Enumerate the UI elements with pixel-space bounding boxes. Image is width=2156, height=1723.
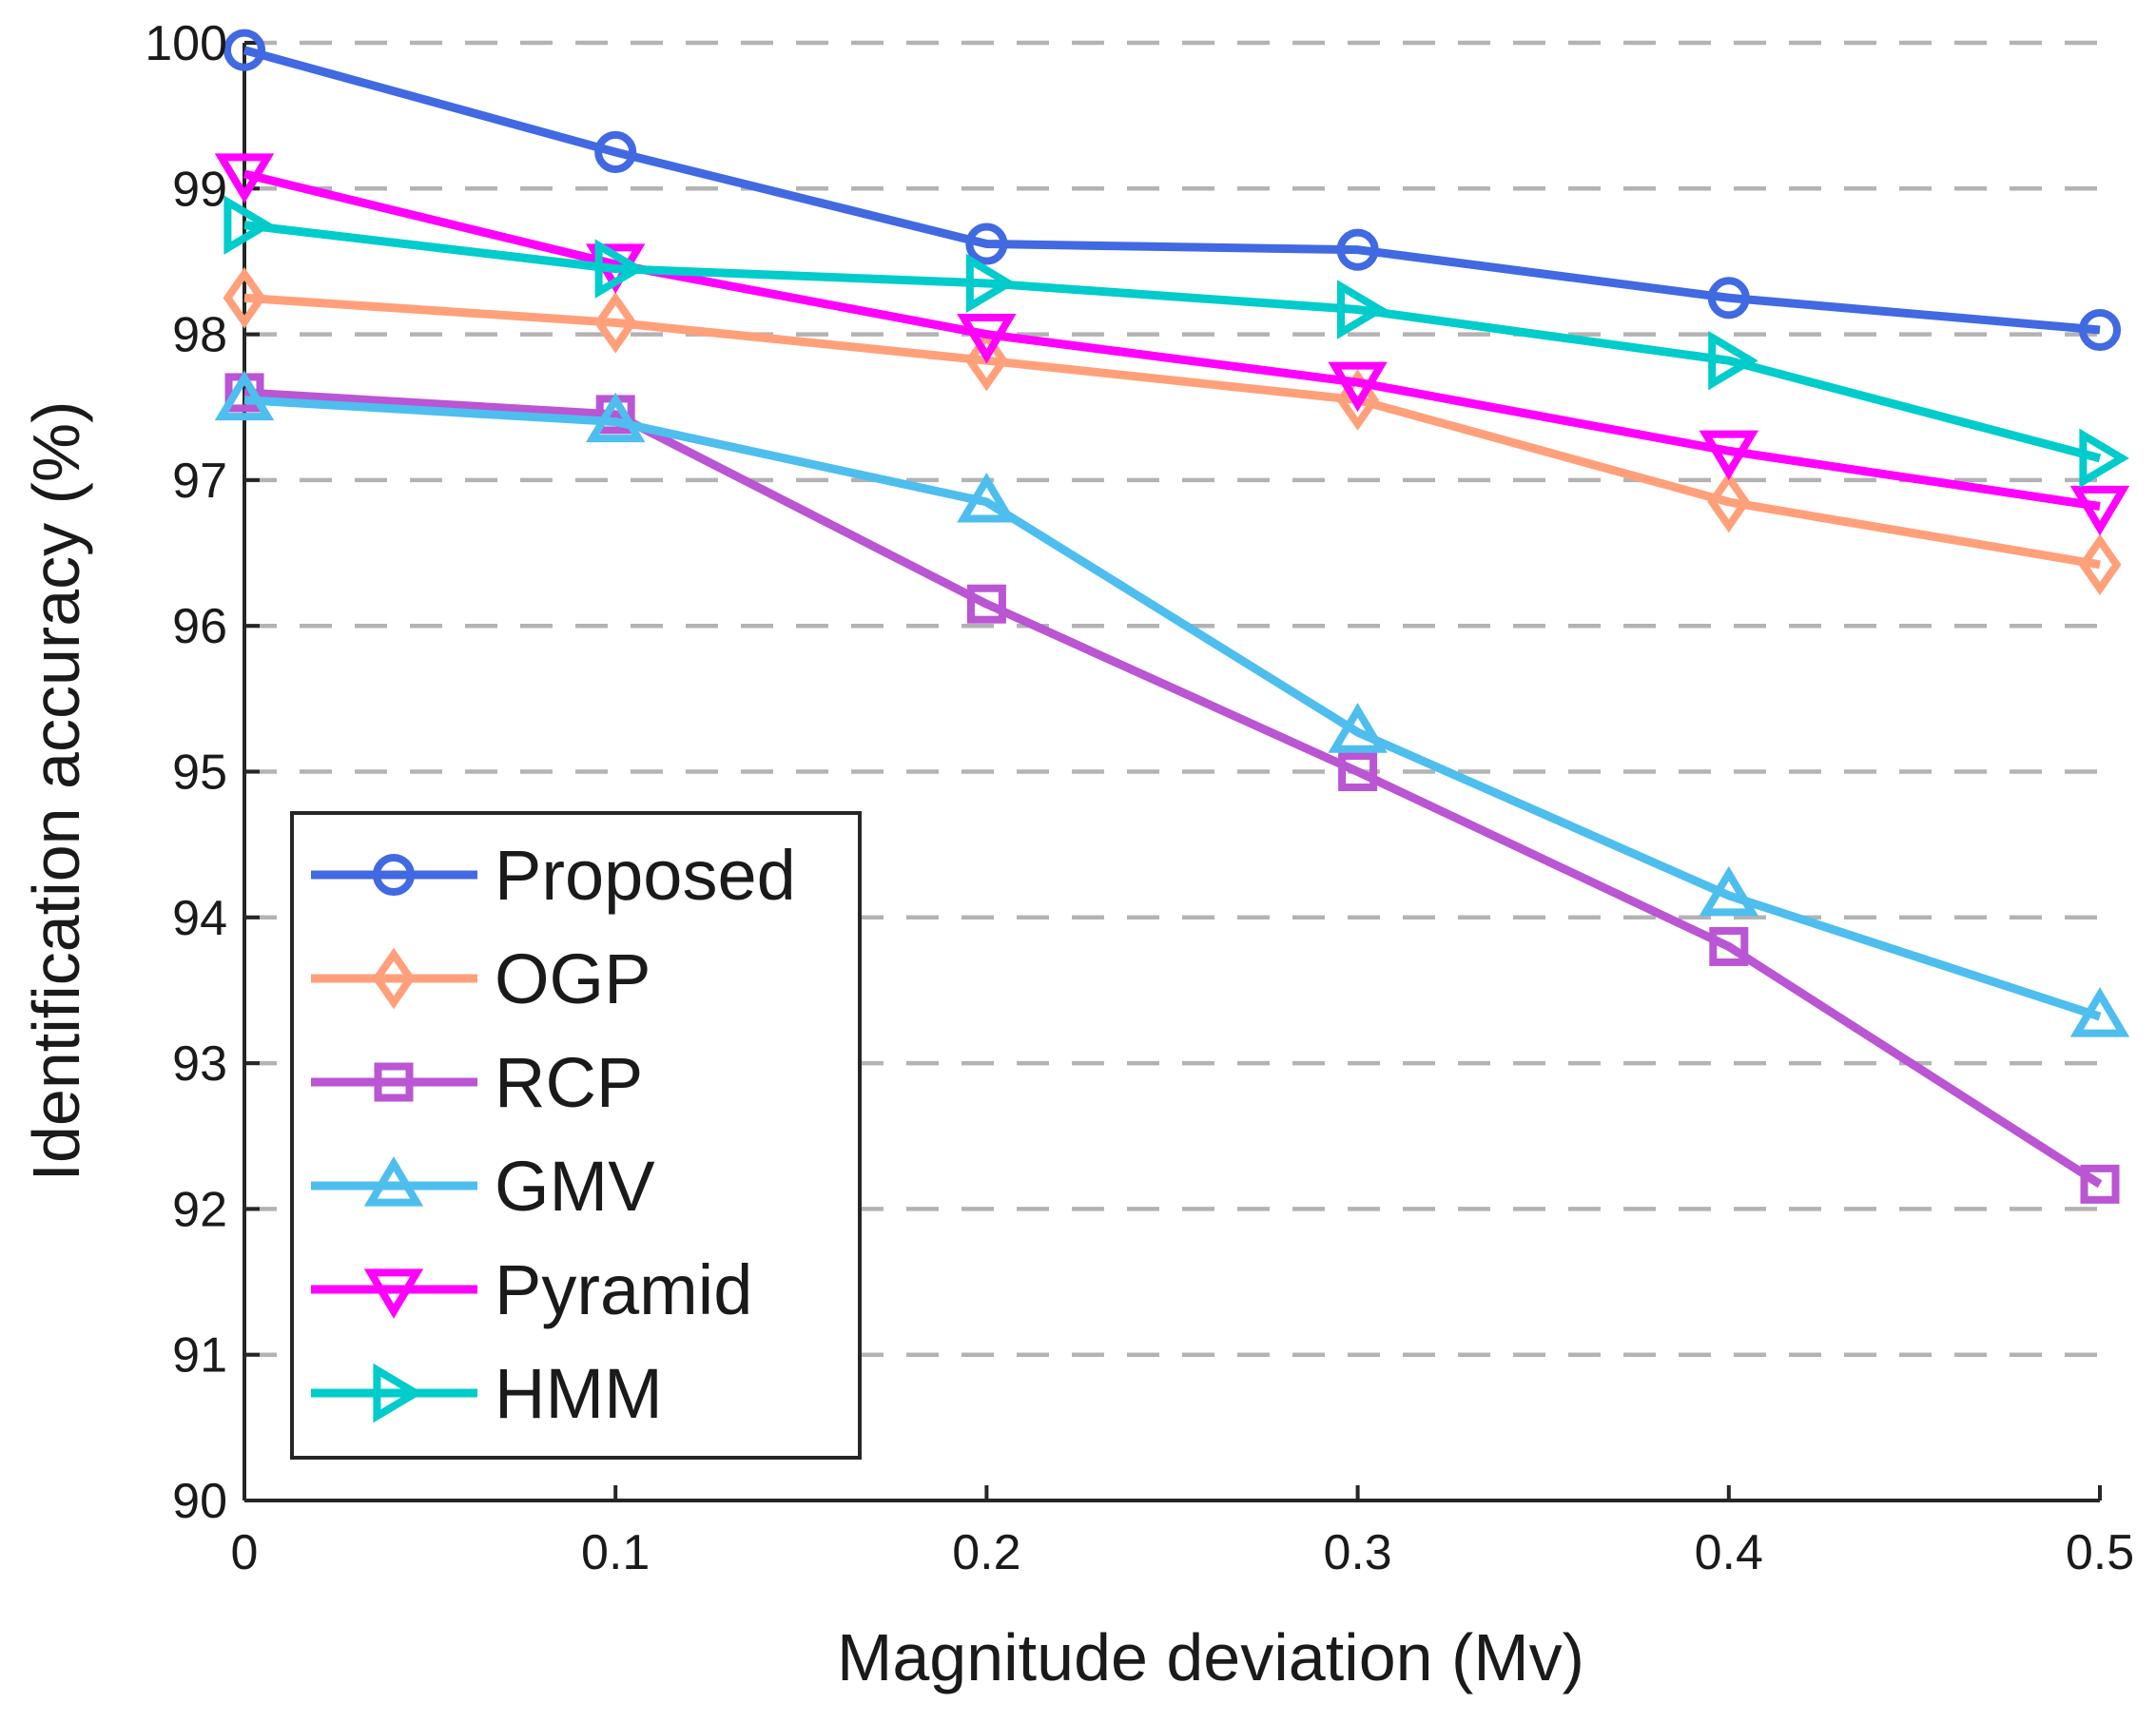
legend-item-proposed: Proposed (311, 836, 796, 915)
data-point-proposed (965, 223, 1008, 265)
data-point-ogp (964, 329, 1008, 392)
y-tick-label: 94 (172, 891, 227, 946)
y-tick-label: 93 (172, 1036, 227, 1092)
legend: Proposed OGP RCP GMV Pyramid HMM (290, 811, 862, 1460)
data-point-gmv (2069, 987, 2130, 1037)
data-point-proposed (2078, 308, 2122, 352)
series-ogp (223, 266, 2122, 596)
data-point-ogp (1707, 471, 1751, 533)
legend-marker-proposed (372, 853, 416, 897)
legend-item-pyramid: Pyramid (311, 1250, 752, 1329)
y-tick-label: 91 (172, 1328, 227, 1384)
data-point-pyramid (957, 314, 1017, 364)
data-point-gmv (214, 370, 275, 421)
data-point-proposed (594, 130, 637, 174)
data-point-rcp (1338, 752, 1378, 791)
series-hmm (223, 195, 2129, 489)
y-tick-label: 96 (172, 599, 227, 654)
data-point-rcp (2080, 1164, 2120, 1204)
series-proposed (223, 29, 2122, 352)
legend-label: Proposed (495, 836, 796, 915)
series-pyramid (214, 153, 2130, 536)
data-point-ogp (593, 292, 637, 354)
x-axis-label: Magnitude deviation (Mv) (837, 1620, 1584, 1694)
y-tick-label: 100 (145, 16, 227, 71)
data-point-proposed (1707, 277, 1750, 319)
y-tick-label: 99 (172, 162, 227, 217)
y-tick-label: 98 (172, 308, 227, 363)
x-tick-label: 0 (231, 1525, 259, 1580)
data-point-rcp (966, 584, 1006, 624)
data-point-gmv (957, 472, 1017, 523)
data-point-rcp (1709, 926, 1749, 966)
legend-marker-ogp (372, 947, 416, 1010)
legend-label: OGP (495, 939, 651, 1018)
data-point-hmm (594, 239, 646, 299)
data-point-ogp (2078, 533, 2122, 596)
legend-label: RCP (495, 1043, 643, 1122)
data-point-proposed (1336, 228, 1379, 271)
y-tick-label: 90 (172, 1474, 227, 1529)
y-tick-label: 97 (172, 454, 227, 509)
x-tick-label: 0.2 (952, 1525, 1020, 1580)
series-line-pyramid (243, 169, 2101, 511)
x-tick-label: 0.1 (581, 1525, 650, 1580)
legend-marker-hmm (373, 1363, 423, 1423)
data-point-gmv (1699, 865, 1759, 917)
y-axis-label: Identification accuracy (%) (19, 401, 93, 1182)
data-point-hmm (965, 253, 1017, 314)
data-point-pyramid (2069, 485, 2130, 536)
legend-item-rcp: RCP (311, 1043, 643, 1122)
series-lines (214, 29, 2130, 1204)
x-tick-label: 0.4 (1695, 1525, 1763, 1580)
data-point-ogp (223, 266, 266, 329)
data-point-pyramid (1328, 361, 1388, 413)
series-gmv (214, 370, 2130, 1037)
legend-marker-rcp (374, 1062, 414, 1102)
axes (243, 41, 2102, 1502)
series-line-ogp (243, 293, 2101, 570)
series-line-rcp (243, 388, 2103, 1189)
legend-marker-gmv (363, 1156, 424, 1207)
y-tick-label: 92 (172, 1182, 227, 1237)
legend-item-hmm: HMM (311, 1354, 663, 1433)
legend-label: Pyramid (495, 1250, 752, 1329)
legend-item-ogp: OGP (311, 939, 651, 1018)
data-point-hmm (1337, 280, 1388, 339)
data-point-pyramid (1699, 430, 1759, 481)
data-point-proposed (223, 29, 266, 71)
y-tick-label: 95 (172, 745, 227, 801)
data-point-hmm (223, 195, 274, 255)
x-tick-label: 0.3 (1323, 1525, 1391, 1580)
legend-label: GMV (495, 1147, 655, 1226)
data-point-pyramid (214, 153, 275, 203)
legend-item-gmv: GMV (311, 1147, 655, 1226)
x-tick-label: 0.5 (2066, 1525, 2134, 1580)
data-point-hmm (1708, 330, 1758, 391)
legend-label: HMM (495, 1354, 663, 1433)
series-line-proposed (243, 46, 2101, 335)
series-line-hmm (243, 221, 2102, 463)
tick-labels: 90 91 92 93 94 95 96 97 98 99 100 0 0.1 0.2 0.3 0.4 0.5 (145, 16, 2134, 1580)
series-rcp (224, 373, 2120, 1204)
data-point-gmv (1328, 703, 1388, 753)
data-point-hmm (2079, 428, 2129, 489)
legend-marker-pyramid (363, 1268, 424, 1319)
legend-box (290, 811, 862, 1460)
data-point-gmv (585, 392, 646, 443)
series-line-gmv (243, 396, 2102, 1021)
